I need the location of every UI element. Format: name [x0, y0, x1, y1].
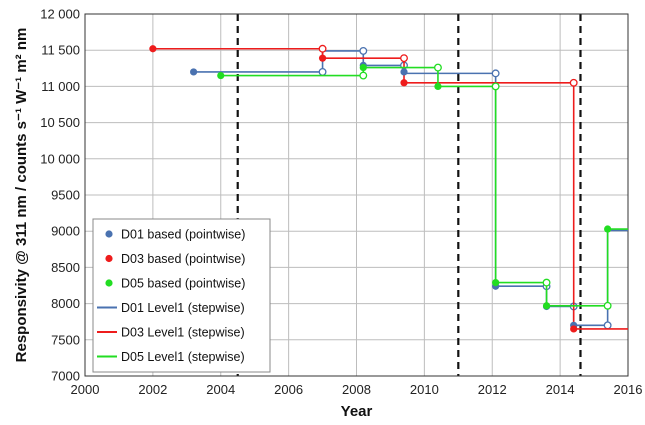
step-end-marker	[318, 44, 327, 53]
legend: D01 based (pointwise) D03 based (pointwis…	[92, 218, 271, 373]
legend-item: D05 based (pointwise)	[105, 277, 245, 291]
y-tick-label: 8500	[51, 260, 80, 275]
step-end-marker	[318, 67, 327, 76]
y-tick-label: 12 000	[40, 7, 80, 22]
legend-item: D03 based (pointwise)	[105, 252, 245, 266]
step-end-marker	[434, 63, 442, 72]
data-point	[604, 225, 612, 233]
step-end-marker	[569, 78, 578, 87]
x-tick-label: 2000	[71, 382, 100, 397]
y-tick-label: 10 000	[40, 151, 80, 166]
x-tick-label: 2004	[206, 382, 235, 397]
legend-marker	[105, 254, 113, 263]
data-point	[318, 54, 327, 62]
y-tick-label: 11 500	[41, 43, 80, 58]
legend-label: D01 based (pointwise)	[121, 228, 245, 242]
step-end-marker	[491, 82, 500, 91]
legend-label: D05 based (pointwise)	[121, 277, 245, 291]
step-end-marker	[359, 46, 368, 55]
y-tick-label: 8000	[51, 296, 80, 311]
data-point	[434, 82, 442, 90]
plot-area-frame	[84, 13, 629, 377]
step-end-marker	[491, 69, 500, 78]
x-tick-label: 2014	[546, 382, 575, 397]
data-point	[359, 63, 367, 72]
data-point	[217, 71, 225, 80]
legend-label: D03 Level1 (stepwise)	[121, 326, 245, 340]
data-point	[542, 302, 551, 310]
y-tick-label: 11 000	[41, 79, 80, 94]
step-end-marker	[400, 54, 408, 63]
step-end-marker	[603, 301, 612, 310]
legend-box	[92, 218, 271, 373]
point-series	[217, 63, 612, 310]
x-axis-title: Year	[341, 403, 373, 420]
y-axis-title: Responsivity @ 311 nm / counts s⁻¹ W⁻¹ m…	[13, 28, 30, 363]
legend-item: D03 Level1 (stepwise)	[97, 326, 245, 340]
x-tick-label: 2008	[342, 382, 371, 397]
y-tick-label: 7000	[51, 369, 80, 384]
step-end-marker	[359, 71, 368, 80]
x-tick-label: 2010	[410, 382, 439, 397]
data-point	[570, 325, 578, 333]
legend-item: D01 based (pointwise)	[105, 228, 245, 242]
y-tick-label: 10 500	[40, 115, 80, 130]
x-tick-label: 2002	[138, 382, 167, 397]
step-end-marker	[542, 278, 551, 287]
y-tick-label: 9500	[51, 188, 80, 203]
x-tick-label: 2016	[614, 382, 643, 397]
y-tick-label: 9000	[51, 224, 80, 239]
legend-marker	[105, 279, 113, 287]
tick-labels: 7000 7500 8000 8500 9000 9500 10 000 10 500 11 0…	[40, 7, 642, 398]
legend-item: D05 Level1 (stepwise)	[97, 350, 245, 364]
legend-label: D01 Level1 (stepwise)	[121, 301, 245, 315]
legend-item: D01 Level1 (stepwise)	[97, 301, 245, 315]
point-series	[149, 45, 578, 333]
data-point	[400, 68, 408, 76]
series-layer	[149, 44, 628, 333]
x-tick-label: 2006	[274, 382, 303, 397]
data-point	[492, 279, 500, 287]
step-end-marker	[603, 321, 612, 330]
x-tick-label: 2012	[478, 382, 507, 397]
legend-label: D05 Level1 (stepwise)	[121, 350, 245, 364]
data-point	[149, 45, 157, 53]
y-tick-label: 7500	[51, 332, 80, 347]
legend-label: D03 based (pointwise)	[121, 252, 245, 266]
data-point	[190, 68, 198, 76]
data-point	[400, 79, 408, 87]
legend-marker	[105, 230, 113, 238]
